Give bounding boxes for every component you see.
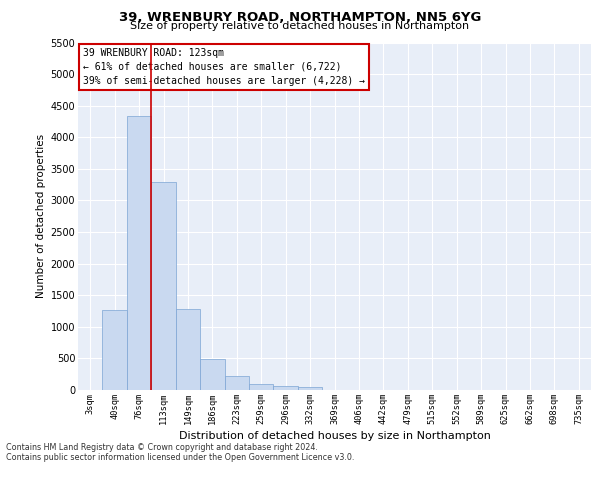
- Bar: [224, 376, 249, 390]
- Bar: [274, 386, 298, 390]
- Bar: [200, 359, 224, 390]
- Bar: [298, 386, 322, 390]
- Bar: [103, 310, 127, 390]
- Bar: [151, 182, 176, 390]
- Text: Contains public sector information licensed under the Open Government Licence v3: Contains public sector information licen…: [6, 452, 355, 462]
- X-axis label: Distribution of detached houses by size in Northampton: Distribution of detached houses by size …: [179, 431, 490, 441]
- Y-axis label: Number of detached properties: Number of detached properties: [37, 134, 46, 298]
- Text: Contains HM Land Registry data © Crown copyright and database right 2024.: Contains HM Land Registry data © Crown c…: [6, 442, 318, 452]
- Bar: [176, 309, 200, 390]
- Bar: [249, 384, 274, 390]
- Text: 39 WRENBURY ROAD: 123sqm
← 61% of detached houses are smaller (6,722)
39% of sem: 39 WRENBURY ROAD: 123sqm ← 61% of detach…: [83, 48, 365, 86]
- Text: 39, WRENBURY ROAD, NORTHAMPTON, NN5 6YG: 39, WRENBURY ROAD, NORTHAMPTON, NN5 6YG: [119, 11, 481, 24]
- Text: Size of property relative to detached houses in Northampton: Size of property relative to detached ho…: [130, 21, 470, 31]
- Bar: [127, 116, 151, 390]
